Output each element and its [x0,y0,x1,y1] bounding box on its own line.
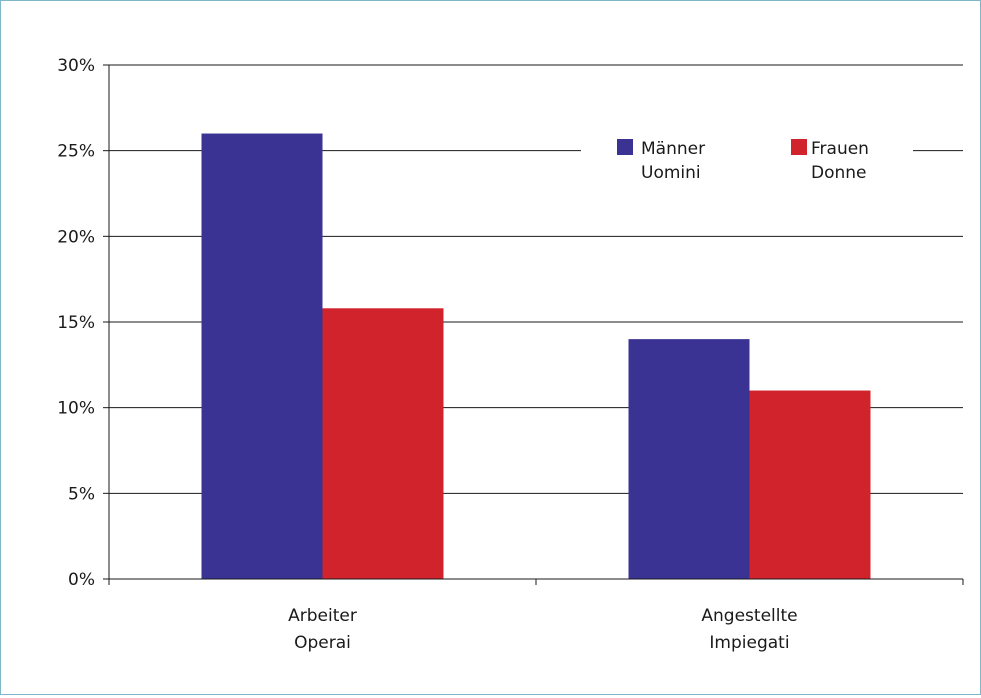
x-tick-label: Impiegati [709,633,789,653]
legend: Männer Uomini Frauen Donne [581,127,913,193]
bar-männer-arbeiter [201,133,323,580]
bar-männer-angestellte [628,339,750,579]
legend-swatch [791,139,807,155]
bar-frauen-arbeiter [322,308,444,579]
x-tick-label: Arbeiter [288,606,357,626]
y-tick-label: 0% [68,570,95,590]
axes [103,64,964,585]
bar-frauen-angestellte [749,390,871,579]
legend-label: Donne [811,163,867,183]
y-tick-label: 10% [57,399,95,419]
y-tick-labels: 0% 5% 10% 15% 20% 25% 30% [57,56,95,590]
legend-label: Frauen [811,139,869,159]
legend-swatch [617,139,633,155]
y-tick-label: 25% [57,142,95,162]
y-tick-label: 20% [57,227,95,247]
y-tick-label: 5% [68,484,95,504]
bars [201,133,871,580]
x-tick-labels: Arbeiter Operai Angestellte Impiegati [288,606,797,653]
y-tick-label: 15% [57,313,95,333]
legend-label: Männer [641,139,705,159]
x-tick-label: Operai [294,633,351,653]
legend-background [581,127,913,193]
x-tick-label: Angestellte [701,606,797,626]
y-tick-label: 30% [57,56,95,76]
legend-label: Uomini [641,163,701,183]
